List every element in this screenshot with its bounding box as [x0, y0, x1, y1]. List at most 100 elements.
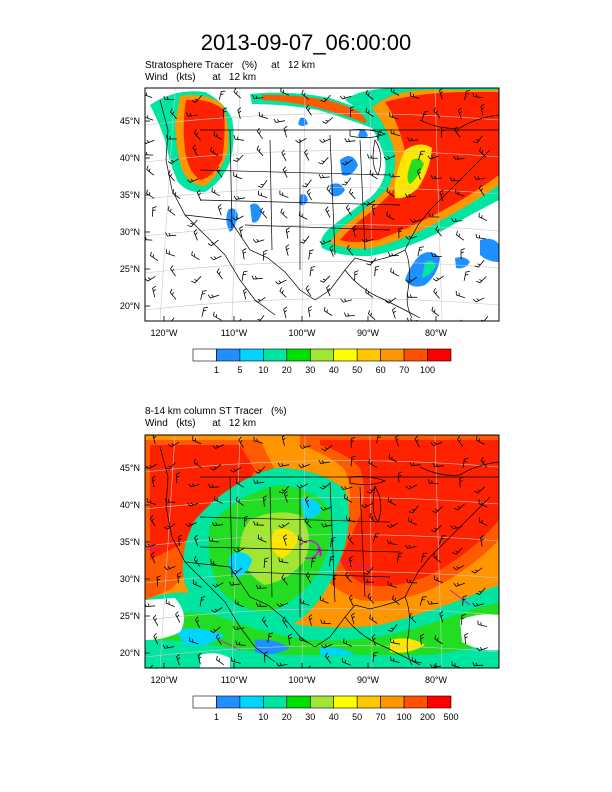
wind-barb: [169, 288, 177, 300]
panel1-coastlines-borders: [159, 99, 499, 319]
wind-barb: [386, 211, 395, 221]
wind-barb: [193, 556, 201, 567]
panel1-lon-label-120: 120°W: [150, 328, 178, 338]
wind-barb: [476, 276, 487, 284]
wind-barb: [478, 499, 488, 508]
main-title: 2013-09-07_06:00:00: [200, 30, 412, 55]
wind-barb: [411, 657, 422, 664]
wind-barb: [186, 112, 198, 117]
wind-barb: [339, 95, 352, 100]
panel1-subtitle-tracer: Stratosphere Tracer (%) at 12 km: [145, 60, 316, 71]
wind-barb: [441, 126, 446, 138]
wind-barb: [420, 552, 428, 563]
panel2-colorbar-box: [239, 695, 264, 709]
wind-barb: [152, 285, 157, 298]
wind-barb: [192, 436, 202, 445]
panel2-lat-label-40: 40°N: [120, 500, 140, 510]
wind-barb: [407, 137, 419, 142]
wind-barb: [201, 307, 209, 317]
wind-barb: [242, 248, 247, 260]
panel1-lon-label-80: 80°W: [425, 328, 448, 338]
wind-barb: [300, 598, 310, 606]
wind-barb: [431, 524, 442, 533]
panel2-colorbar-label: 50: [352, 712, 362, 722]
wind-barb: [408, 505, 419, 514]
wind-barb: [341, 177, 352, 186]
wind-barb: [207, 239, 219, 247]
wind-barb: [319, 482, 331, 490]
panel2-colorbar-label: 30: [305, 712, 315, 722]
wind-barb: [273, 118, 285, 123]
panel1-wind-barbs: [145, 88, 489, 321]
wind-barb: [243, 287, 247, 300]
wind-barb: [252, 238, 265, 243]
wind-barb: [167, 441, 180, 448]
wind-barb: [145, 113, 154, 121]
wind-barb: [340, 486, 353, 491]
wind-barb: [232, 625, 245, 631]
wind-barb: [473, 175, 486, 181]
wind-barb: [452, 547, 463, 555]
wind-barb: [175, 472, 181, 484]
wind-barb: [431, 252, 442, 257]
wind-barb: [435, 225, 443, 237]
wind-barb: [433, 287, 440, 299]
panel2-coastlines-borders: [159, 446, 499, 666]
wind-barb: [387, 580, 398, 588]
wind-barb: [208, 536, 219, 543]
wind-barb: [419, 596, 427, 606]
panel1-colorbar-box: [333, 348, 358, 362]
wind-barb: [276, 602, 289, 608]
wind-barb: [261, 616, 269, 628]
wind-barb: [301, 89, 309, 100]
wind-barb: [391, 595, 400, 605]
wind-barb: [187, 502, 199, 507]
panel1-colorbar-label: 20: [282, 365, 292, 375]
wind-barb: [416, 168, 421, 180]
panel2-colorbar-label: 100: [397, 712, 412, 722]
wind-barb: [175, 611, 181, 623]
wind-barb: [406, 578, 418, 584]
wind-barb: [146, 497, 157, 505]
wind-barb: [263, 557, 269, 568]
panel1-colorbar-label: 1: [214, 365, 219, 375]
wind-barb: [343, 493, 353, 503]
wind-barb: [301, 179, 312, 188]
wind-barb: [258, 190, 268, 198]
panel1-colorbar-box: [239, 348, 264, 362]
wind-barb: [165, 232, 177, 237]
wind-barb: [304, 517, 312, 529]
wind-barb: [192, 144, 198, 156]
wind-barb: [296, 483, 308, 489]
wind-barb: [232, 215, 244, 221]
wind-barb: [193, 129, 201, 141]
wind-barb: [374, 265, 380, 277]
wind-barb: [352, 225, 357, 237]
wind-barb: [255, 602, 267, 607]
wind-barb: [387, 497, 397, 506]
panel1-colorbar-box: [263, 348, 288, 362]
wind-barb: [410, 218, 422, 223]
wind-barb: [405, 544, 417, 549]
wind-barb: [212, 444, 224, 449]
wind-barb: [171, 317, 175, 321]
wind-barb: [418, 150, 426, 161]
wind-barb: [233, 195, 246, 200]
wind-barb: [472, 297, 485, 303]
wind-barb: [430, 175, 442, 180]
wind-barb: [282, 166, 288, 178]
wind-barb: [388, 453, 398, 463]
wind-barb: [398, 227, 403, 239]
wind-barb: [260, 207, 268, 219]
wind-barb: [408, 517, 417, 526]
wind-barb: [383, 155, 396, 161]
wind-barb: [390, 267, 399, 277]
panel1-colorbar-box: [380, 348, 405, 362]
panel1-colorbar-label: 10: [258, 365, 268, 375]
wind-barb: [457, 107, 462, 120]
wind-barb: [372, 651, 378, 663]
wind-barb: [319, 240, 332, 245]
panel1-subtitle-wind: Wind (kts) at 12 km: [145, 72, 257, 83]
wind-barb: [472, 92, 483, 98]
wind-barb: [319, 275, 331, 283]
